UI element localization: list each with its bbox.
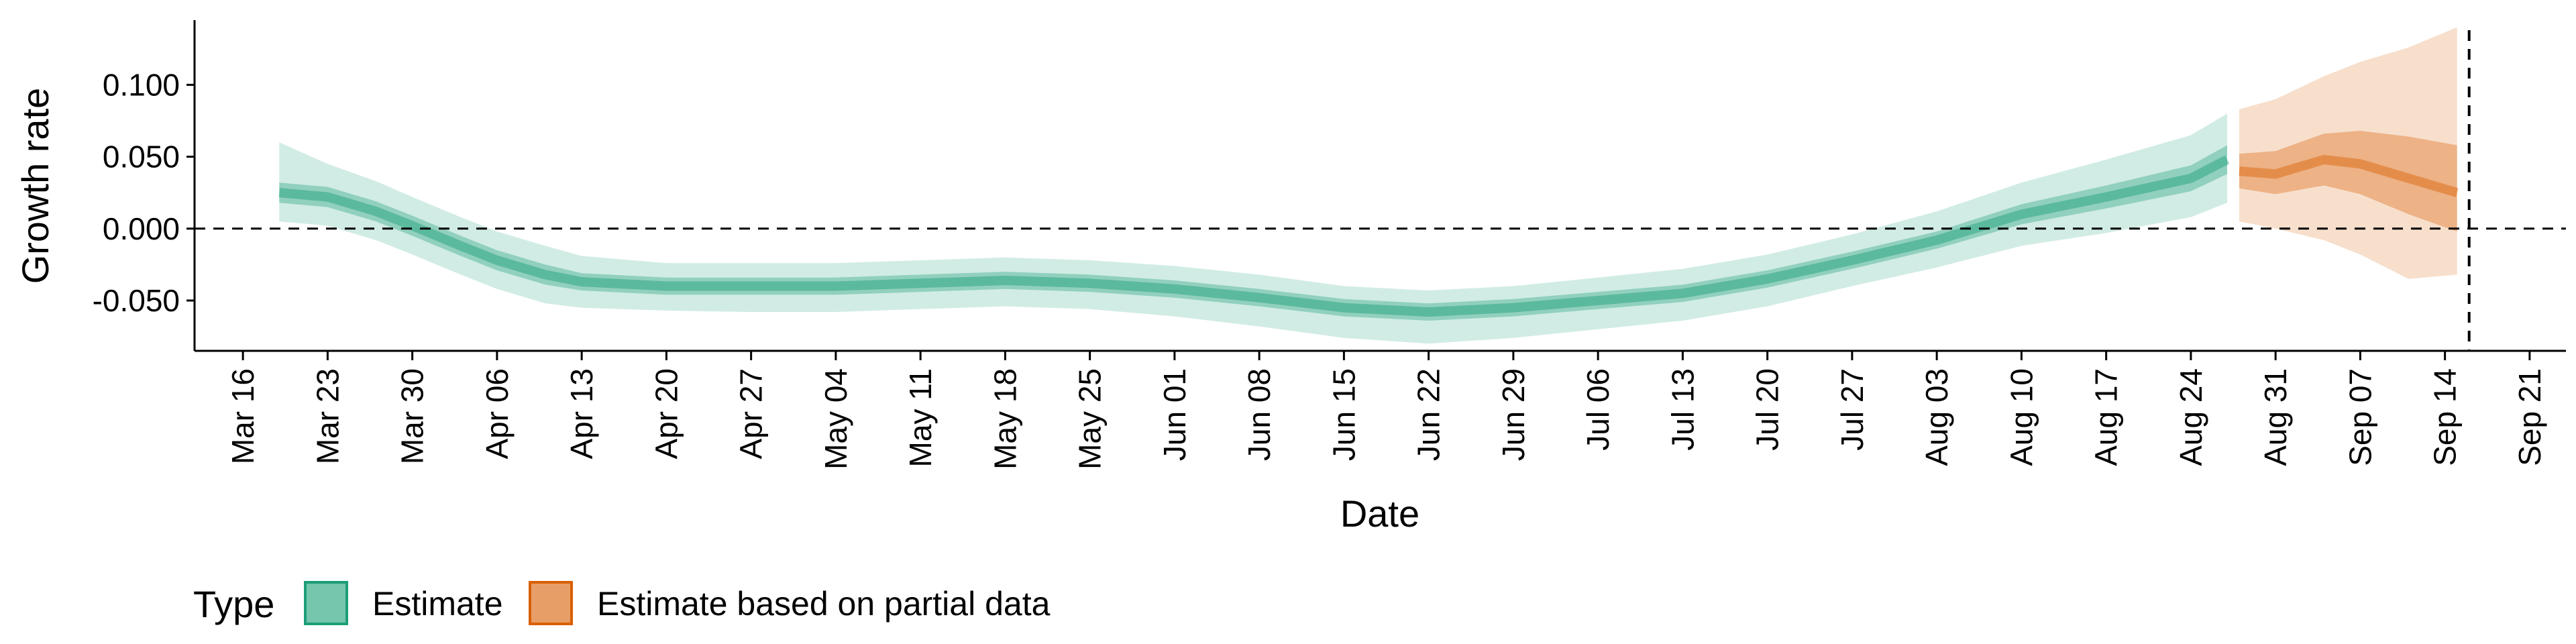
axes (193, 20, 2566, 352)
x-tick-label: Mar 30 (395, 368, 430, 464)
x-tick-label: Apr 06 (480, 368, 515, 460)
band-50-series-0 (279, 145, 2227, 321)
x-tick-label: Sep 14 (2428, 368, 2463, 466)
x-tick-label: Jul 06 (1580, 368, 1615, 451)
x-tick-label: Jun 08 (1242, 368, 1277, 461)
x-tick-label: Aug 24 (2174, 368, 2208, 466)
band-90-series-0 (279, 113, 2227, 344)
x-tick-label: May 18 (987, 368, 1022, 470)
x-tick-label: Jun 15 (1326, 368, 1361, 461)
x-tick-label: Mar 16 (225, 368, 260, 464)
median-line-series-0 (278, 155, 2230, 317)
x-tick-label: Apr 27 (734, 368, 769, 460)
x-tick-label: Jun 22 (1411, 368, 1446, 461)
y-tick-label: 0.050 (103, 140, 180, 174)
band-90-series-1 (2239, 27, 2457, 279)
x-tick-label: Aug 03 (1919, 368, 1954, 466)
x-tick-label: Aug 31 (2258, 368, 2293, 466)
x-tick-label: Aug 10 (2004, 368, 2039, 466)
x-tick-label: Mar 23 (310, 368, 345, 464)
estimate-bands (279, 27, 2457, 344)
x-tick-label: Jun 29 (1496, 368, 1531, 461)
legend-key-1 (529, 581, 573, 625)
x-tick-label: Apr 20 (649, 368, 684, 460)
x-tick-label: May 04 (818, 368, 853, 470)
y-tick-label: 0.000 (103, 211, 180, 246)
legend: Type Estimate Estimate based on partial da… (193, 581, 1051, 625)
median-line-series-1 (2239, 154, 2459, 197)
x-tick-label: Sep 21 (2512, 368, 2547, 466)
legend-title: Type (193, 583, 274, 625)
x-tick-label: Aug 17 (2089, 368, 2124, 466)
legend-key-0 (304, 581, 348, 625)
median-lines (278, 154, 2459, 317)
y-tick-label: -0.050 (93, 283, 180, 318)
x-tick-label: Jul 27 (1835, 368, 1870, 451)
legend-label-0: Estimate (372, 585, 503, 623)
x-ticks: Mar 16 Mar 23 Mar 30 Apr 06 Apr 13 Apr 20 Apr … (225, 351, 2547, 470)
x-tick-label: Apr 13 (564, 368, 599, 460)
x-tick-label: Jun 01 (1157, 368, 1192, 461)
reference-lines (195, 30, 2566, 351)
band-50-series-1 (2239, 131, 2457, 232)
y-tick-label: 0.100 (103, 67, 180, 102)
x-tick-label: Jul 13 (1665, 368, 1700, 451)
y-ticks: -0.050 0.000 0.050 0.100 (93, 67, 195, 318)
x-tick-label: Jul 20 (1750, 368, 1785, 451)
x-tick-label: May 11 (903, 368, 938, 467)
x-tick-label: Sep 07 (2343, 368, 2377, 466)
y-axis-title: Growth rate (14, 88, 56, 284)
x-axis-title: Date (1340, 492, 1419, 535)
x-tick-label: May 25 (1073, 368, 1108, 470)
legend-label-1: Estimate based on partial data (597, 585, 1051, 623)
